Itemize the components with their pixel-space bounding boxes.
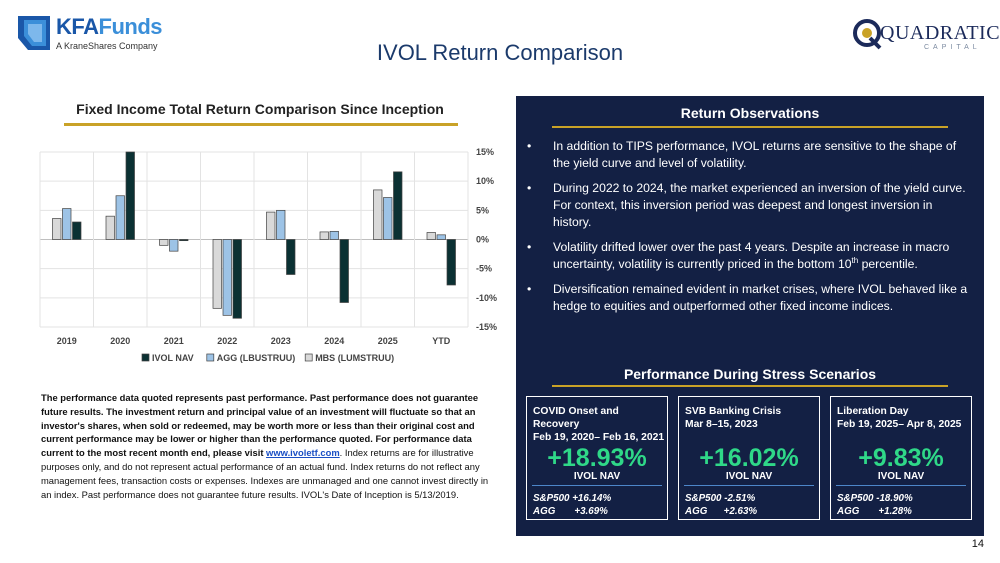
bar-ivol <box>232 239 242 319</box>
y-tick-label: -10% <box>476 293 497 303</box>
kfa-logo-mark-icon <box>18 16 50 50</box>
card-return-value: +9.83% <box>858 444 944 472</box>
legend-swatch <box>304 353 313 362</box>
bar-agg <box>329 230 339 240</box>
chart-title: Fixed Income Total Return Comparison Sin… <box>76 101 444 117</box>
card-return-value: +16.02% <box>699 444 799 472</box>
bar-mbs <box>373 189 383 240</box>
bar-ivol <box>393 171 403 240</box>
bar-agg <box>276 209 286 240</box>
kfa-brand-text: KFAFunds <box>56 14 162 39</box>
card-title: SVB Banking Crisis Mar 8–15, 2023 <box>685 406 782 430</box>
card-divider <box>836 485 966 486</box>
y-tick-label: 0% <box>476 235 489 245</box>
disclaimer-bold-text: The performance data quoted represents p… <box>41 392 479 459</box>
observations-list: • In addition to TIPS performance, IVOL r… <box>526 138 974 323</box>
x-tick-label: 2020 <box>110 336 130 346</box>
x-tick-label: 2019 <box>57 336 77 346</box>
bar-mbs <box>212 239 222 309</box>
card-title: COVID Onset and Recovery Feb 19, 2020– Fe… <box>533 406 665 443</box>
return-observations-panel: Return Observations • In addition to TIPS… <box>516 96 984 536</box>
y-tick-label: 5% <box>476 205 489 215</box>
kfa-funds-logo: KFAFunds A KraneShares Company <box>18 14 168 58</box>
legend-swatch <box>141 353 150 362</box>
card-return-label: IVOL NAV <box>725 471 773 482</box>
return-comparison-chart: 15% 10% 5% 0% -5% -10% -15% 2019 2020 2021 2022 202… <box>39 147 497 363</box>
bar-mbs <box>426 232 436 240</box>
y-tick-label: -15% <box>476 322 497 332</box>
bar-agg <box>115 195 125 240</box>
observations-title: Return Observations <box>680 105 820 121</box>
bar-agg <box>169 239 179 252</box>
quadratic-sub: CAPITAL <box>924 44 981 51</box>
bar-ivol <box>72 221 82 240</box>
card-divider <box>532 485 662 486</box>
x-tick-label: 2024 <box>324 336 344 346</box>
y-tick-label: 15% <box>476 147 494 157</box>
card-divider <box>684 485 814 486</box>
legend-swatch <box>206 353 215 362</box>
quadratic-capital-logo: QUADRATIC CAPITAL <box>852 18 1000 58</box>
stress-card-covid: COVID Onset and Recovery Feb 19, 2020– Fe… <box>526 396 668 520</box>
bullet-icon: • <box>527 139 532 153</box>
bar-ivol <box>125 151 135 240</box>
x-tick-label: 2022 <box>217 336 237 346</box>
legend-label: IVOL NAV <box>152 353 194 363</box>
quadratic-name: QUADRATIC <box>880 22 1000 44</box>
bar-ivol <box>446 239 456 286</box>
x-tick-label: 2025 <box>378 336 398 346</box>
bar-mbs <box>105 215 115 240</box>
legend-label: AGG (LBUSTRUU) <box>217 353 295 363</box>
bullet-icon: • <box>527 240 532 254</box>
chart-title-underline <box>64 123 458 126</box>
bar-ivol <box>339 239 349 303</box>
quadratic-q-icon <box>853 19 882 50</box>
bar-ivol <box>179 239 189 242</box>
stress-card-liberation-day: Liberation Day Feb 19, 2025– Apr 8, 2025 … <box>830 396 972 520</box>
card-return-value: +18.93% <box>547 444 647 472</box>
bar-agg <box>62 208 72 240</box>
ivoletf-link[interactable]: www.ivoletf.com <box>266 447 340 459</box>
x-tick-label: YTD <box>432 336 451 346</box>
bar-mbs <box>52 218 62 240</box>
y-tick-label: 10% <box>476 176 494 186</box>
observations-underline <box>552 126 948 128</box>
stress-scenarios-title: Performance During Stress Scenarios <box>623 366 877 382</box>
bar-mbs <box>266 211 276 240</box>
card-benchmarks: S&P500 -18.90% AGG +1.28% <box>837 493 913 517</box>
bar-agg <box>436 234 446 240</box>
observation-item: • During 2022 to 2024, the market experie… <box>527 181 966 229</box>
bar-agg <box>383 197 393 240</box>
x-tick-label: 2023 <box>271 336 291 346</box>
bar-mbs <box>319 231 329 240</box>
observation-item: • Diversification remained evident in mar… <box>527 282 968 313</box>
disclaimer-rest-text: . Index returns are for illustrative pur… <box>41 447 489 500</box>
card-benchmarks: S&P500 +16.14% AGG +3.69% <box>533 493 612 517</box>
page-title: IVOL Return Comparison <box>376 40 624 65</box>
observation-item: • Volatility drifted lower over the past … <box>527 240 950 271</box>
bar-agg <box>222 239 232 316</box>
card-return-label: IVOL NAV <box>877 471 925 482</box>
kfa-tagline: A KraneShares Company <box>56 41 158 51</box>
bullet-icon: • <box>527 282 532 296</box>
performance-disclaimer: The performance data quoted represents p… <box>41 391 499 501</box>
bullet-icon: • <box>527 181 532 195</box>
bar-mbs <box>159 239 169 246</box>
x-tick-label: 2021 <box>164 336 184 346</box>
card-return-label: IVOL NAV <box>573 471 621 482</box>
card-title: Liberation Day Feb 19, 2025– Apr 8, 2025 <box>837 406 962 430</box>
y-tick-label: -5% <box>476 264 492 274</box>
bar-ivol <box>286 239 296 275</box>
legend-label: MBS (LUMSTRUU) <box>315 353 394 363</box>
stress-card-svb: SVB Banking Crisis Mar 8–15, 2023 +16.02%… <box>678 396 820 520</box>
stress-scenarios-underline <box>552 385 948 387</box>
card-benchmarks: S&P500 -2.51% AGG +2.63% <box>685 493 758 517</box>
page-number: 14 <box>971 538 984 550</box>
observation-item: • In addition to TIPS performance, IVOL r… <box>527 139 957 170</box>
